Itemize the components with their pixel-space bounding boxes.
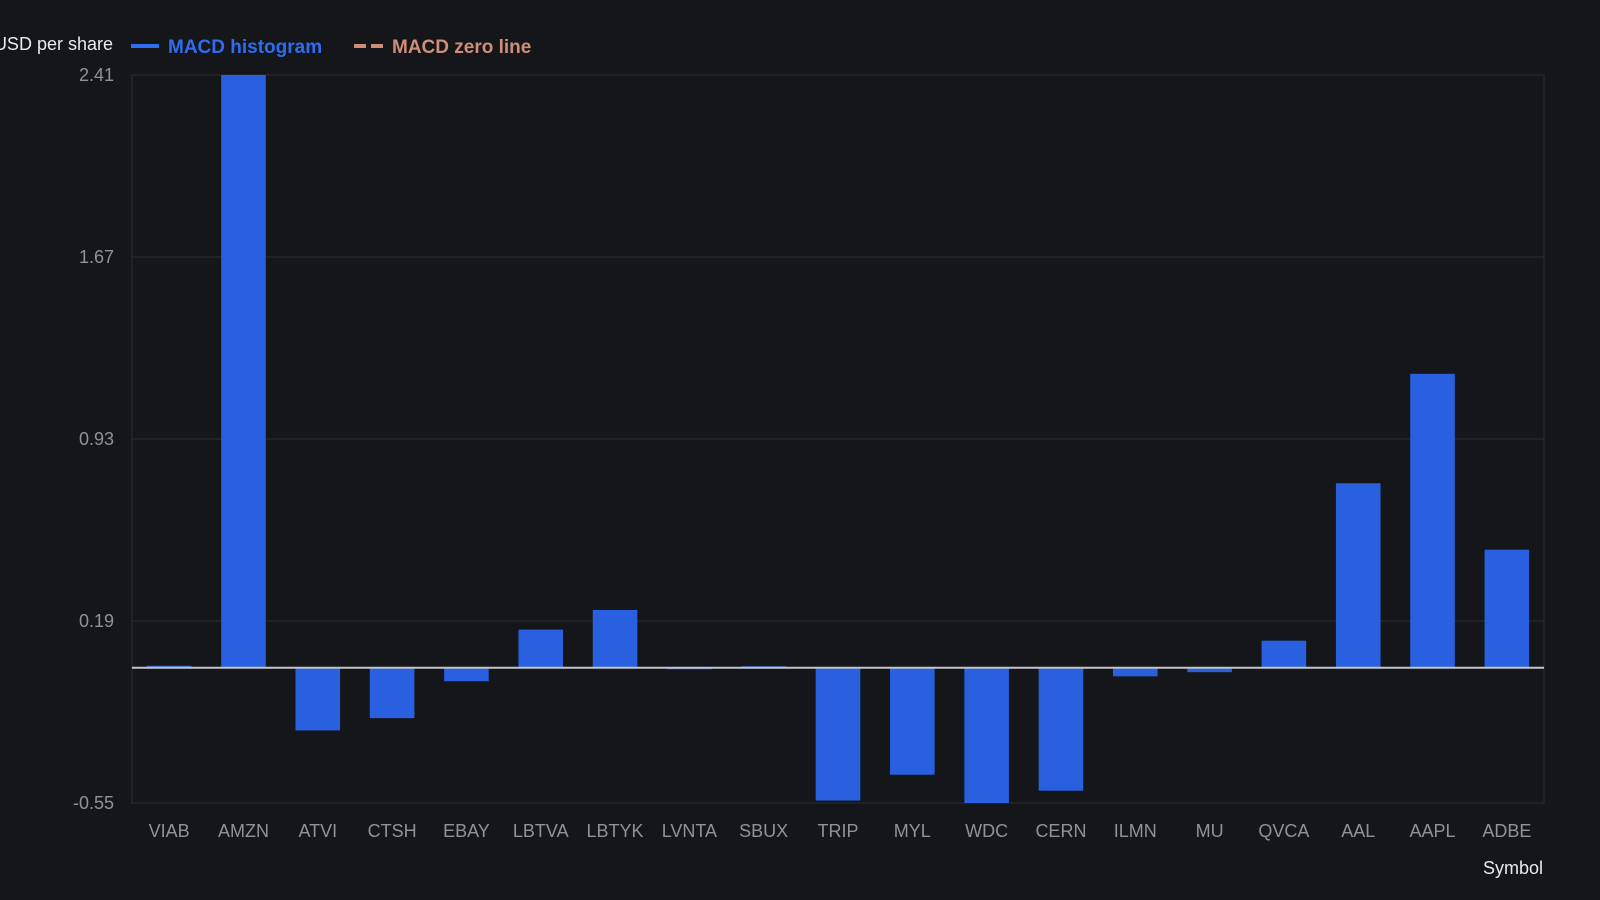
x-tick-label: LBTYK bbox=[587, 821, 644, 841]
x-tick-label: ADBE bbox=[1482, 821, 1531, 841]
bar-ilmn[interactable] bbox=[1112, 667, 1158, 677]
y-tick-label: -0.55 bbox=[73, 793, 114, 813]
bar-adbe[interactable] bbox=[1484, 549, 1530, 668]
x-tick-label: EBAY bbox=[443, 821, 490, 841]
x-tick-label: ATVI bbox=[298, 821, 337, 841]
axis-layer: 2.41 1.67 0.93 0.19 -0.55 VIAB AMZN ATVI CTSH EBA… bbox=[73, 65, 1544, 841]
y-tick-label: 1.67 bbox=[79, 247, 114, 267]
x-tick-label: LBTVA bbox=[513, 821, 569, 841]
x-tick-label: AMZN bbox=[218, 821, 269, 841]
bar-amzn[interactable] bbox=[221, 75, 266, 668]
y-tick-label: 0.93 bbox=[79, 429, 114, 449]
bar-aapl[interactable] bbox=[1410, 373, 1455, 668]
bar-wdc[interactable] bbox=[964, 667, 1009, 803]
x-axis-title: Symbol bbox=[1483, 858, 1543, 878]
x-tick-label: TRIP bbox=[817, 821, 858, 841]
x-tick-label: CERN bbox=[1035, 821, 1086, 841]
bar-cern[interactable] bbox=[1038, 667, 1084, 791]
bar-ebay[interactable] bbox=[444, 667, 489, 682]
x-tick-label: VIAB bbox=[149, 821, 190, 841]
bar-atvi[interactable] bbox=[295, 667, 341, 731]
bar-lbtva[interactable] bbox=[518, 629, 564, 668]
bar-ctsh[interactable] bbox=[369, 667, 415, 719]
grid-layer bbox=[131, 74, 1545, 804]
y-axis-title: USD per share bbox=[0, 34, 113, 54]
bar-trip[interactable] bbox=[815, 667, 861, 801]
x-tick-label: MU bbox=[1196, 821, 1224, 841]
legend-histogram-label[interactable]: MACD histogram bbox=[168, 37, 322, 58]
legend: USD per share MACD histogram MACD zero l… bbox=[0, 34, 531, 58]
x-tick-label: QVCA bbox=[1258, 821, 1309, 841]
x-tick-label: CTSH bbox=[368, 821, 417, 841]
x-tick-label: ILMN bbox=[1114, 821, 1157, 841]
bar-mu[interactable] bbox=[1187, 667, 1232, 673]
x-tick-label: SBUX bbox=[739, 821, 788, 841]
x-tick-label: AAL bbox=[1341, 821, 1375, 841]
bar-layer bbox=[146, 75, 1530, 803]
bar-myl[interactable] bbox=[890, 667, 935, 775]
bar-lbtyk[interactable] bbox=[592, 609, 638, 668]
x-tick-label: LVNTA bbox=[662, 821, 717, 841]
bar-qvca[interactable] bbox=[1261, 640, 1307, 668]
x-tick-label: AAPL bbox=[1410, 821, 1456, 841]
legend-zero-line-label[interactable]: MACD zero line bbox=[392, 37, 531, 58]
y-tick-label: 0.19 bbox=[79, 611, 114, 631]
bar-aal[interactable] bbox=[1335, 483, 1381, 668]
x-tick-label: MYL bbox=[894, 821, 931, 841]
y-tick-label: 2.41 bbox=[79, 65, 114, 85]
x-tick-label: WDC bbox=[965, 821, 1008, 841]
